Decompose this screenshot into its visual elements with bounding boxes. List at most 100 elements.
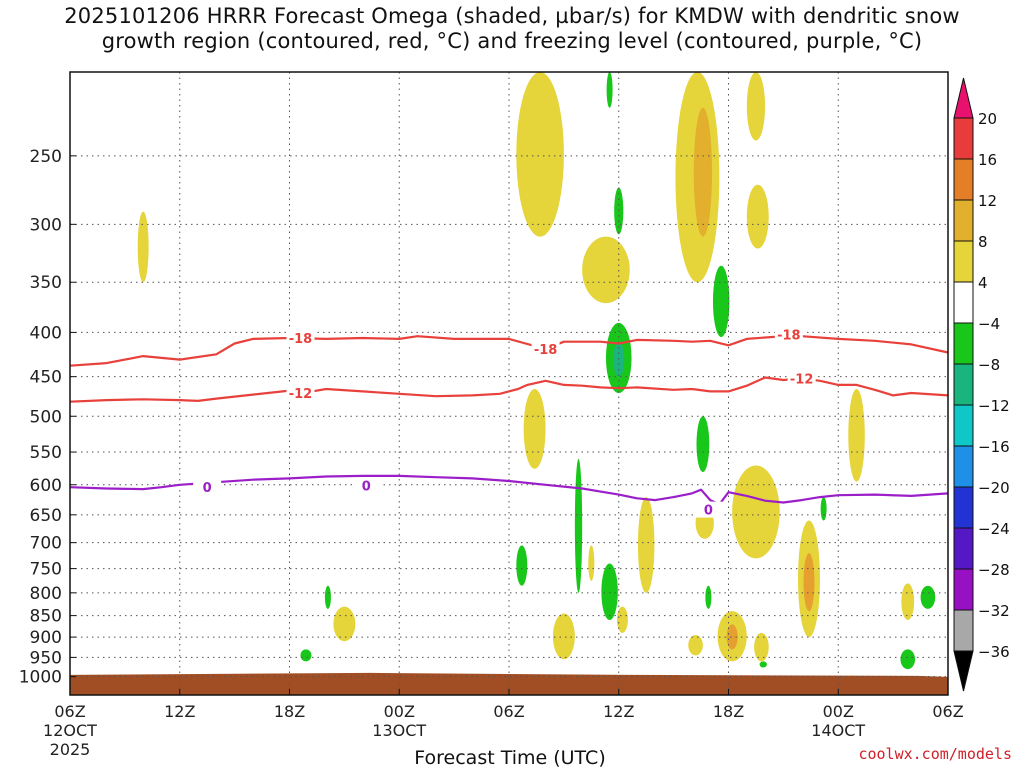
chart-title: 2025101206 HRRR Forecast Omega (shaded, …	[0, 4, 1024, 54]
x-tick-label-8: 06Z	[932, 702, 963, 721]
omega-region-1	[606, 72, 613, 108]
colorbar-label-0: 20	[978, 110, 997, 128]
colorbar-swatch-3	[953, 199, 974, 242]
freezing-level-label-bg-0	[193, 479, 222, 496]
omega-region-33	[324, 585, 331, 609]
isotherm-0-label-bg-1	[531, 340, 560, 357]
y-tick-label-2: 350	[30, 273, 62, 293]
y-tick-label-4: 450	[30, 368, 62, 388]
colorbar-label-8: −16	[978, 438, 1010, 456]
y-tick-label-6: 550	[30, 443, 62, 463]
omega-region-26	[820, 497, 827, 521]
y-tick-label-7: 600	[30, 476, 62, 496]
freezing-level-label-0: 0	[203, 481, 212, 496]
x-axis-label: Forecast Time (UTC)	[414, 747, 605, 768]
omega-region-20	[516, 545, 528, 586]
omega-region-37	[920, 585, 936, 609]
omega-region-29	[688, 634, 703, 656]
y-tick-label-9: 700	[30, 534, 62, 554]
freezing-level-label-bg-2	[694, 501, 723, 518]
colorbar-swatch-13	[953, 609, 974, 652]
colorbar-swatch-10	[953, 486, 974, 529]
colorbar-swatch-9	[953, 445, 974, 488]
omega-region-11	[137, 211, 149, 283]
freezing-level-label-2: 0	[704, 504, 713, 519]
x-tick-date-0: 12OCT	[43, 721, 97, 740]
omega-region-12	[523, 388, 546, 469]
omega-region-28	[726, 624, 738, 650]
omega-region-30	[754, 632, 769, 662]
colorbar-swatch-6	[953, 322, 974, 365]
freezing-level-line	[69, 474, 949, 506]
isotherm-1-label-bg-0	[286, 385, 315, 402]
x-tick-label-0: 06Z	[54, 702, 85, 721]
colorbar-swatch-11	[953, 527, 974, 570]
omega-region-19	[588, 545, 595, 581]
x-tick-year-0: 2025	[50, 740, 91, 759]
chart-title-line-1: 2025101206 HRRR Forecast Omega (shaded, …	[64, 4, 960, 28]
x-tick-label-7: 00Z	[823, 702, 854, 721]
y-tick-label-15: 1000	[19, 668, 62, 688]
isotherm-0-label-bg-0	[286, 330, 315, 347]
isotherm-0-label-bg-2	[774, 326, 803, 343]
y-tick-label-1: 300	[30, 215, 62, 235]
y-tick-label-11: 800	[30, 584, 62, 604]
x-tick-label-6: 18Z	[713, 702, 744, 721]
omega-region-23	[552, 613, 575, 660]
omega-region-3	[582, 236, 630, 304]
omega-region-5	[693, 107, 713, 237]
y-tick-label-14: 950	[30, 648, 62, 668]
colorbar-swatch-5	[953, 281, 974, 324]
colorbar: 20 16 12 8 4 −4 −8 −12 −16 −20 −24 −28 −32 −36	[953, 77, 1010, 692]
x-tick-label-1: 12Z	[164, 702, 195, 721]
colorbar-label-3: 8	[978, 233, 988, 251]
x-tick-label-2: 18Z	[274, 702, 305, 721]
axes: 2503003504004505005506006507007508008509…	[19, 71, 964, 759]
colorbar-swatch-12	[953, 568, 974, 611]
freezing-level-label-1: 0	[362, 479, 371, 494]
omega-region-0	[516, 72, 564, 237]
x-tick-label-4: 06Z	[493, 702, 524, 721]
colorbar-bottom-arrow	[953, 650, 974, 692]
colorbar-label-5: −4	[978, 315, 1000, 333]
omega-region-31	[705, 585, 712, 609]
freezing-level-label-bg-1	[352, 477, 381, 494]
omega-region-14	[848, 388, 865, 482]
omega-region-18	[574, 458, 583, 593]
contours: -18 -18 -18 -12 -12 0 0 0	[69, 326, 949, 519]
colorbar-label-7: −12	[978, 397, 1010, 415]
omega-region-22	[616, 606, 628, 633]
isotherm-1-line	[69, 376, 949, 403]
colorbar-swatch-1	[953, 117, 974, 160]
colorbar-label-6: −8	[978, 356, 1000, 374]
y-tick-label-10: 750	[30, 560, 62, 580]
omega-region-15	[732, 465, 780, 559]
colorbar-label-4: 4	[978, 274, 988, 292]
colorbar-label-12: −32	[978, 602, 1010, 620]
omega-region-7	[746, 184, 769, 249]
omega-region-36	[901, 583, 915, 621]
isotherm-0-line	[69, 335, 949, 367]
omega-region-38	[900, 649, 916, 670]
omega-region-34	[333, 606, 356, 642]
colorbar-label-9: −20	[978, 479, 1010, 497]
isotherm-1-label-bg-1	[787, 370, 816, 387]
y-tick-label-3: 400	[30, 323, 62, 343]
y-tick-label-5: 500	[30, 407, 62, 427]
credit-link[interactable]: coolwx.com/models	[858, 745, 1012, 763]
x-tick-date-7: 14OCT	[811, 721, 865, 740]
colorbar-top-arrow	[953, 77, 974, 119]
colorbar-swatch-7	[953, 363, 974, 406]
colorbar-label-10: −24	[978, 520, 1010, 538]
omega-region-32	[759, 661, 767, 668]
x-tick-date-3: 13OCT	[372, 721, 426, 740]
chart-title-line-2: growth region (contoured, red, °C) and f…	[101, 29, 923, 53]
omega-region-6	[746, 72, 766, 141]
colorbar-label-1: 16	[978, 151, 997, 169]
x-tick-label-3: 00Z	[384, 702, 415, 721]
omega-region-8	[712, 265, 730, 338]
omega-region-25	[803, 553, 815, 612]
colorbar-swatch-4	[953, 240, 974, 283]
isotherm-1-label-0: -12	[289, 387, 313, 402]
